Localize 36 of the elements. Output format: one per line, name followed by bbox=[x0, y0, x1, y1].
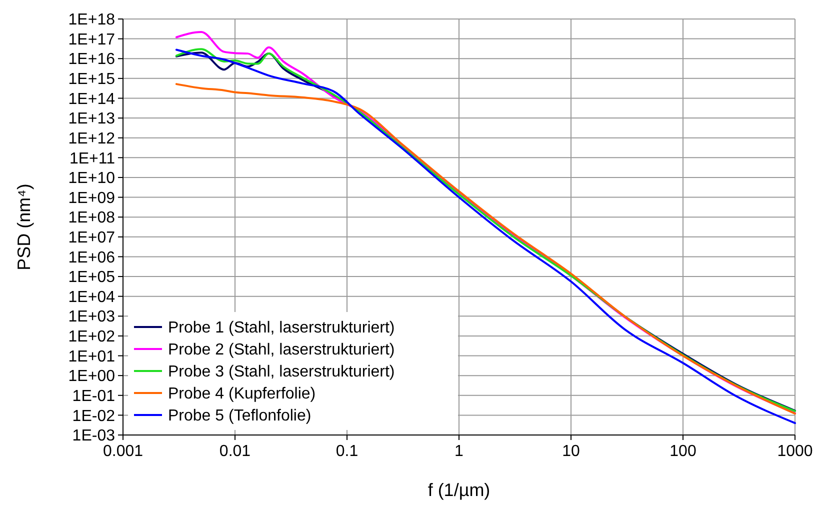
legend-label: Probe 4 (Kupferfolie) bbox=[168, 386, 316, 403]
y-tick-label: 1E+11 bbox=[69, 150, 116, 168]
x-tick-label: 0.001 bbox=[102, 443, 144, 460]
x-tick-label: 10 bbox=[562, 443, 580, 460]
x-tick-label: 0.01 bbox=[219, 443, 251, 460]
x-axis-title: f (1/µm) bbox=[428, 480, 490, 500]
y-axis-title: PSD (nm⁴) bbox=[14, 184, 34, 270]
y-tick-label: 1E+17 bbox=[68, 31, 116, 48]
y-tick-label: 1E-03 bbox=[72, 428, 116, 445]
legend-label: Probe 5 (Teflonfolie) bbox=[168, 408, 312, 425]
legend-label: Probe 1 (Stahl, laserstrukturiert) bbox=[168, 320, 395, 337]
y-tick-label: 1E+00 bbox=[68, 368, 116, 386]
y-tick-label: 1E+05 bbox=[68, 269, 116, 286]
y-tick-label: 1E+08 bbox=[68, 210, 116, 227]
y-tick-label: 1E+09 bbox=[68, 190, 116, 207]
x-tick-label: 0.1 bbox=[336, 443, 358, 460]
legend-label: Probe 2 (Stahl, laserstrukturiert) bbox=[168, 342, 395, 359]
y-tick-label: 1E-02 bbox=[72, 408, 116, 425]
y-tick-label: 1E+02 bbox=[68, 328, 116, 346]
y-tick-label: 1E+14 bbox=[68, 90, 116, 108]
y-tick-label: 1E+06 bbox=[68, 249, 116, 266]
y-tick-label: 1E+13 bbox=[68, 110, 116, 128]
y-tick-label: 1E+01 bbox=[68, 348, 116, 366]
y-tick-label: 1E+07 bbox=[68, 230, 116, 247]
y-tick-label: 1E-01 bbox=[72, 388, 116, 405]
y-tick-label: 1E+16 bbox=[68, 51, 116, 68]
x-tick-label: 1000 bbox=[777, 443, 813, 460]
y-tick-label: 1E+04 bbox=[68, 288, 116, 306]
x-tick-label: 100 bbox=[670, 443, 696, 460]
y-tick-label: 1E+10 bbox=[68, 170, 116, 188]
x-tick-label: 1 bbox=[454, 443, 464, 460]
y-tick-label: 1E+15 bbox=[68, 71, 116, 88]
legend-label: Probe 3 (Stahl, laserstrukturiert) bbox=[168, 364, 395, 381]
y-tick-label: 1E+18 bbox=[68, 12, 116, 29]
y-tick-label: 1E+03 bbox=[68, 308, 116, 326]
y-tick-label: 1E+12 bbox=[68, 130, 116, 148]
